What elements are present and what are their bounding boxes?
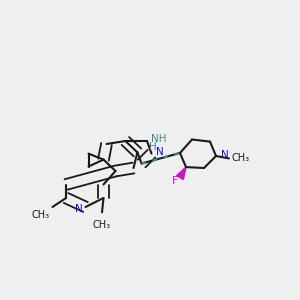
Text: CH₃: CH₃ — [232, 153, 250, 164]
Text: N: N — [156, 147, 164, 157]
Polygon shape — [177, 167, 186, 179]
Text: N: N — [220, 149, 228, 160]
Text: CH₃: CH₃ — [93, 220, 111, 230]
Text: NH: NH — [151, 134, 166, 145]
Text: F: F — [172, 176, 179, 186]
Text: H: H — [148, 142, 156, 152]
Text: CH₃: CH₃ — [32, 210, 50, 220]
Text: N: N — [75, 204, 83, 214]
